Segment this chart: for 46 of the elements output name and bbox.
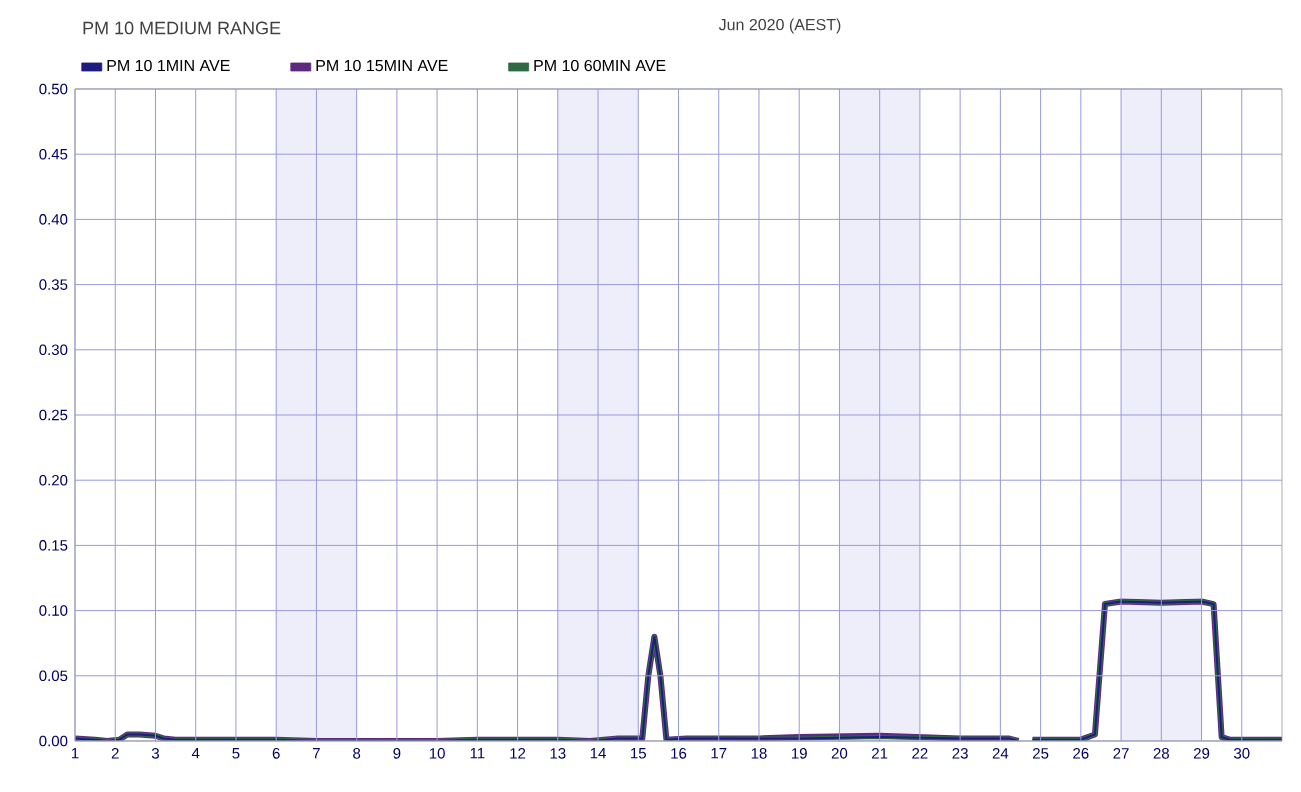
chart-title: PM 10 MEDIUM RANGE	[83, 21, 281, 35]
chart-subtitle: Jun 2020 (AEST)	[718, 18, 841, 34]
x-tick-label: 24	[992, 748, 1009, 759]
y-tick-label: 0.20	[39, 474, 68, 486]
x-tick-label: 18	[751, 748, 767, 759]
x-tick-label: 23	[952, 748, 968, 759]
y-tick-label: 0.30	[39, 344, 68, 356]
x-tick-label: 13	[550, 748, 566, 759]
x-tick-label: 10	[429, 748, 445, 759]
x-tick-label: 20	[831, 748, 848, 759]
y-tick-label: 0.05	[39, 670, 68, 682]
x-tick-label: 30	[1233, 748, 1250, 759]
x-tick-label: 12	[510, 748, 526, 759]
x-tick-label: 22	[912, 748, 928, 759]
x-tick-label: 14	[590, 748, 606, 759]
x-tick-label: 19	[791, 748, 807, 759]
y-tick-label: 0.50	[39, 83, 68, 95]
x-tick-label: 28	[1153, 748, 1169, 759]
x-tick-label: 8	[353, 748, 361, 759]
x-tick-label: 11	[470, 748, 485, 759]
y-tick-label: 0.35	[39, 279, 68, 290]
y-tick-label: 0.40	[39, 214, 68, 225]
x-tick-label: 26	[1073, 748, 1089, 759]
y-tick-label: 0.00	[39, 735, 68, 747]
x-tick-label: 4	[191, 748, 200, 759]
x-tick-label: 29	[1193, 748, 1210, 759]
x-tick-label: 3	[151, 748, 159, 759]
x-tick-label: 9	[393, 748, 401, 759]
x-tick-label: 15	[631, 748, 646, 759]
x-tick-label: 5	[232, 748, 240, 759]
legend-label: PM 10 60MIN AVE	[534, 59, 666, 72]
x-tick-label: 27	[1113, 748, 1129, 759]
x-tick-label: 17	[711, 748, 727, 759]
x-tick-label: 16	[671, 748, 687, 759]
x-tick-label: 25	[1033, 748, 1049, 759]
y-tick-label: 0.45	[39, 148, 68, 160]
y-tick-label: 0.10	[39, 605, 68, 616]
x-tick-label: 1	[71, 748, 79, 759]
legend-label: PM 10 1MIN AVE	[107, 59, 230, 72]
x-tick-label: 7	[313, 748, 320, 759]
x-tick-label: 2	[111, 748, 119, 759]
x-tick-label: 21	[872, 748, 888, 759]
y-tick-label: 0.25	[39, 409, 68, 421]
legend-label: PM 10 15MIN AVE	[316, 59, 448, 72]
y-tick-label: 0.15	[39, 540, 68, 551]
x-tick-label: 6	[272, 748, 280, 759]
